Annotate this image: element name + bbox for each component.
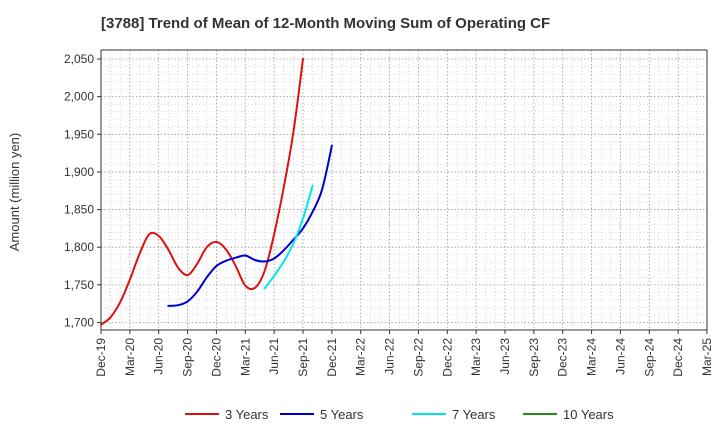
series-line-1 <box>100 58 304 326</box>
x-tick-label: Dec-19 <box>94 338 108 377</box>
x-tick-label: Mar-21 <box>238 338 252 376</box>
plot-area-border <box>100 49 708 331</box>
x-tick-label: Sep-20 <box>181 338 195 377</box>
x-tick-label: Jun-23 <box>498 338 512 375</box>
x-tick-label: Jun-22 <box>383 338 397 375</box>
x-tick-label: Jun-20 <box>152 338 166 375</box>
legend: 3 Years 5 Years 7 Years 10 Years <box>185 407 614 422</box>
x-tick-label: Dec-24 <box>671 338 685 377</box>
x-tick-label: Sep-21 <box>296 338 310 377</box>
x-tick-label: Jun-24 <box>613 338 627 375</box>
legend-label-4: 10 Years <box>563 407 614 422</box>
y-tick-label: 2,050 <box>64 52 94 66</box>
y-tick-label: 1,900 <box>64 165 94 179</box>
x-tick-label: Sep-24 <box>642 338 656 377</box>
x-tick-label: Dec-20 <box>209 338 223 377</box>
legend-label-2: 5 Years <box>320 407 364 422</box>
series-line-3 <box>263 184 314 290</box>
x-tick-label: Dec-22 <box>440 338 454 377</box>
x-tick-label: Dec-21 <box>325 338 339 377</box>
chart-title: [3788] Trend of Mean of 12-Month Moving … <box>101 15 550 32</box>
grid <box>101 50 707 330</box>
x-tick-label: Mar-25 <box>700 338 714 376</box>
x-tick-label: Mar-20 <box>123 338 137 376</box>
legend-label-1: 3 Years <box>225 407 269 422</box>
y-tick-label: 1,950 <box>64 127 94 141</box>
legend-label-3: 7 Years <box>452 407 496 422</box>
y-axis: 1,700 1,750 1,800 1,850 1,900 1,950 2,000 2,050 <box>64 52 101 329</box>
x-tick-label: Mar-24 <box>585 338 599 376</box>
y-axis-label: Amount (million yen) <box>7 133 22 252</box>
x-tick-label: Sep-22 <box>411 338 425 377</box>
x-tick-label: Mar-23 <box>469 338 483 376</box>
y-tick-label: 1,700 <box>64 315 94 329</box>
x-tick-label: Sep-23 <box>527 338 541 377</box>
x-tick-label: Jun-21 <box>267 338 281 375</box>
y-tick-label: 1,850 <box>64 203 94 217</box>
x-tick-label: Dec-23 <box>556 338 570 377</box>
y-tick-label: 2,000 <box>64 90 94 104</box>
x-tick-label: Mar-22 <box>354 338 368 376</box>
x-axis: Dec-19 Mar-20 Jun-20 Sep-20 Dec-20 Mar-21 Jun-… <box>94 330 714 377</box>
y-tick-label: 1,800 <box>64 240 94 254</box>
series-line-2 <box>167 144 333 307</box>
series-lines <box>100 58 333 326</box>
y-tick-label: 1,750 <box>64 278 94 292</box>
